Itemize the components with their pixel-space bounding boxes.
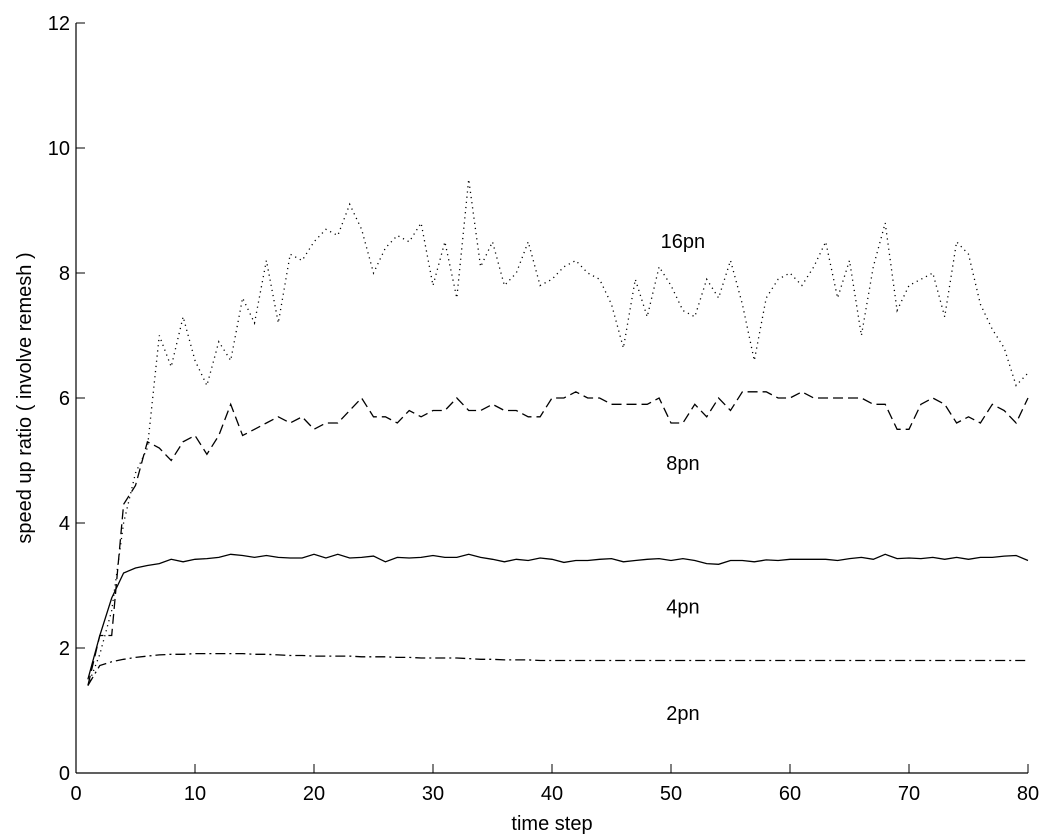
x-tick-label: 40 [541, 783, 563, 805]
y-tick-label: 12 [48, 13, 70, 35]
y-tick-label: 0 [59, 763, 70, 785]
x-axis-title: time step [511, 813, 592, 834]
y-tick-label: 6 [59, 388, 70, 410]
series-label-2pn: 2pn [666, 703, 699, 725]
y-tick-label: 8 [59, 263, 70, 285]
series-line-4pn [87, 553, 1029, 680]
axis-layer: 0 10 20 30 40 50 60 70 80 0 2 4 6 8 10 12 [48, 13, 1039, 805]
annotation-layer: 16pn 8pn 4pn 2pn [661, 231, 706, 725]
x-tick-label: 30 [422, 783, 444, 805]
y-tick-label: 10 [48, 138, 70, 160]
x-tick-label: 70 [898, 783, 920, 805]
y-tick-label: 2 [59, 638, 70, 660]
x-tick-label: 80 [1017, 783, 1039, 805]
series-line-2pn [87, 652, 1028, 686]
series-label-16pn: 16pn [661, 231, 706, 253]
x-tick-label: 20 [303, 783, 325, 805]
x-tick-label: 0 [70, 783, 81, 805]
series-line-16pn [87, 179, 1029, 686]
y-axis-title: speed up ratio ( involve remesh ) [14, 252, 36, 543]
y-tick-label: 4 [59, 513, 70, 535]
x-tick-label: 60 [779, 783, 801, 805]
series-line-8pn [87, 391, 1029, 686]
series-label-8pn: 8pn [666, 453, 699, 475]
series-layer [87, 179, 1029, 686]
series-label-4pn: 4pn [666, 597, 699, 619]
x-tick-label: 50 [660, 783, 682, 805]
x-tick-label: 10 [184, 783, 206, 805]
